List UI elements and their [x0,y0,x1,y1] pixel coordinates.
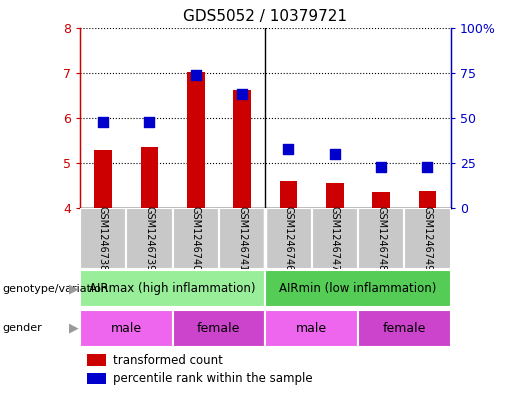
Text: female: female [197,321,241,335]
Bar [80,208,126,269]
Bar [358,310,451,347]
Point [145,118,153,125]
Text: gender: gender [3,323,42,333]
Text: GSM1246739: GSM1246739 [144,206,154,272]
Text: GSM1246741: GSM1246741 [237,206,247,272]
Bar [141,147,158,208]
Bar [358,208,404,269]
Text: GSM1246748: GSM1246748 [376,206,386,272]
Text: transformed count: transformed count [113,354,223,367]
Bar [265,208,312,269]
Bar [173,310,265,347]
Bar [80,270,265,307]
Point [99,118,107,125]
Bar [87,373,106,384]
Point [192,72,200,78]
Text: GSM1246740: GSM1246740 [191,206,201,272]
Text: male: male [111,321,142,335]
Bar [126,208,173,269]
Text: AIRmax (high inflammation): AIRmax (high inflammation) [89,282,256,296]
Text: male: male [296,321,327,335]
Point [423,163,432,170]
Point [377,163,385,170]
Bar [80,310,173,347]
Text: GSM1246746: GSM1246746 [283,206,294,272]
Bar [87,354,106,366]
Text: GSM1246749: GSM1246749 [422,206,433,272]
Title: GDS5052 / 10379721: GDS5052 / 10379721 [183,9,347,24]
Bar [372,193,390,208]
Bar [326,184,344,208]
Bar [265,270,451,307]
Text: GSM1246747: GSM1246747 [330,206,340,272]
Bar [233,90,251,208]
Point [331,151,339,157]
Bar [265,310,358,347]
Bar [404,208,451,269]
Text: GSM1246738: GSM1246738 [98,206,108,272]
Text: ▶: ▶ [69,282,78,296]
Bar [94,150,112,208]
Text: ▶: ▶ [69,321,78,335]
Bar [219,208,265,269]
Text: AIRmin (low inflammation): AIRmin (low inflammation) [279,282,437,296]
Bar [419,191,436,208]
Bar [280,181,297,208]
Point [284,145,293,152]
Point [238,91,246,97]
Bar [312,208,358,269]
Text: female: female [383,321,426,335]
Bar [173,208,219,269]
Text: genotype/variation: genotype/variation [3,284,109,294]
Bar [187,72,204,208]
Text: percentile rank within the sample: percentile rank within the sample [113,372,313,385]
